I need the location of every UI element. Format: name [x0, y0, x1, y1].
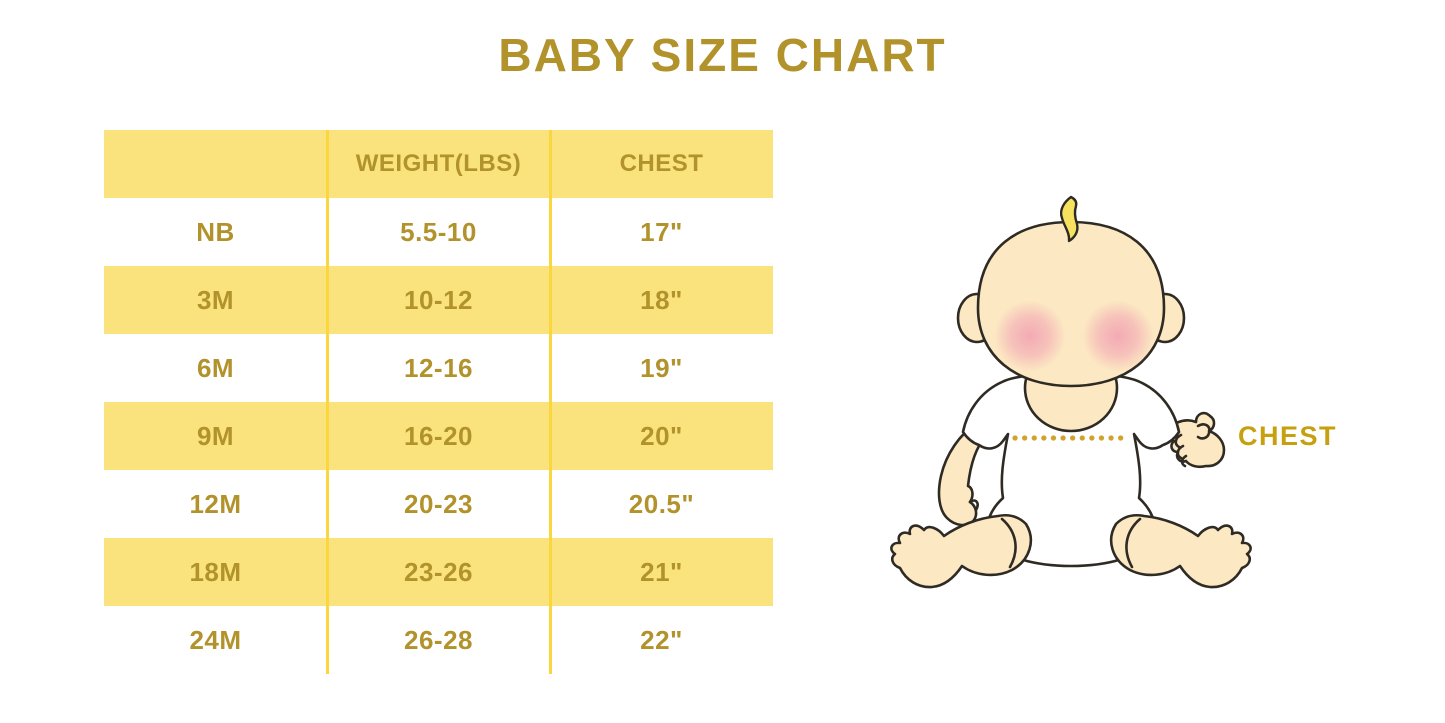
weight-cell: 12-16 — [404, 352, 473, 383]
table-row: NB 5.5-10 17" — [104, 198, 773, 266]
chest-cell: 17" — [640, 216, 683, 247]
baby-left-hand-finger-line — [968, 499, 979, 512]
chest-cell: 20.5" — [628, 488, 695, 519]
weight-cell: 20-23 — [404, 488, 473, 519]
table-header-row: WEIGHT(LBS) CHEST — [104, 130, 773, 198]
size-cell: 6M — [196, 352, 235, 383]
size-cell: 3M — [196, 284, 235, 315]
table-row: 3M 10-12 18" — [104, 266, 773, 334]
column-divider — [326, 130, 329, 674]
header-chest-cell: CHEST — [619, 150, 704, 177]
baby-right-leg — [1109, 513, 1252, 589]
baby-fist-knuckle-lines — [1174, 433, 1188, 468]
weight-cell: 26-28 — [404, 624, 473, 655]
table-row: 24M 26-28 22" — [104, 606, 773, 674]
weight-cell: 16-20 — [404, 420, 473, 451]
baby-fist-thumb-line — [1196, 423, 1211, 440]
table-row: 18M 23-26 21" — [104, 538, 773, 606]
baby-left-blush — [994, 300, 1066, 372]
header-size-cell — [104, 130, 327, 198]
size-cell: NB — [196, 216, 235, 247]
table-row: 9M 16-20 20" — [104, 402, 773, 470]
chest-cell: 22" — [640, 624, 683, 655]
baby-left-leg — [890, 513, 1033, 589]
chest-cell: 21" — [640, 556, 683, 587]
size-cell: 24M — [189, 624, 242, 655]
baby-illustration-svg — [890, 195, 1252, 589]
weight-cell: 10-12 — [404, 284, 473, 315]
baby-right-knee-line — [1125, 517, 1142, 569]
page-title: BABY SIZE CHART — [498, 29, 947, 81]
baby-left-knee-line — [1000, 517, 1017, 569]
size-table: WEIGHT(LBS) CHEST NB 5.5-10 17" 3M 10-12… — [104, 130, 773, 674]
baby-right-arm-fist — [1166, 411, 1226, 469]
size-cell: 18M — [189, 556, 242, 587]
size-cell: 9M — [196, 420, 235, 451]
baby-illustration — [878, 186, 1330, 618]
column-divider — [549, 130, 552, 674]
baby-hair-curl — [1059, 195, 1079, 243]
header-weight-cell: WEIGHT(LBS) — [355, 150, 522, 177]
chest-label: CHEST — [1238, 421, 1338, 451]
table-row: 12M 20-23 20.5" — [104, 470, 773, 538]
weight-cell: 23-26 — [404, 556, 473, 587]
baby-right-blush — [1082, 300, 1154, 372]
chest-cell: 20" — [640, 420, 683, 451]
chest-cell: 18" — [640, 284, 683, 315]
weight-cell: 5.5-10 — [400, 216, 477, 247]
table-row: 6M 12-16 19" — [104, 334, 773, 402]
chest-cell: 19" — [640, 352, 683, 383]
size-cell: 12M — [189, 488, 242, 519]
